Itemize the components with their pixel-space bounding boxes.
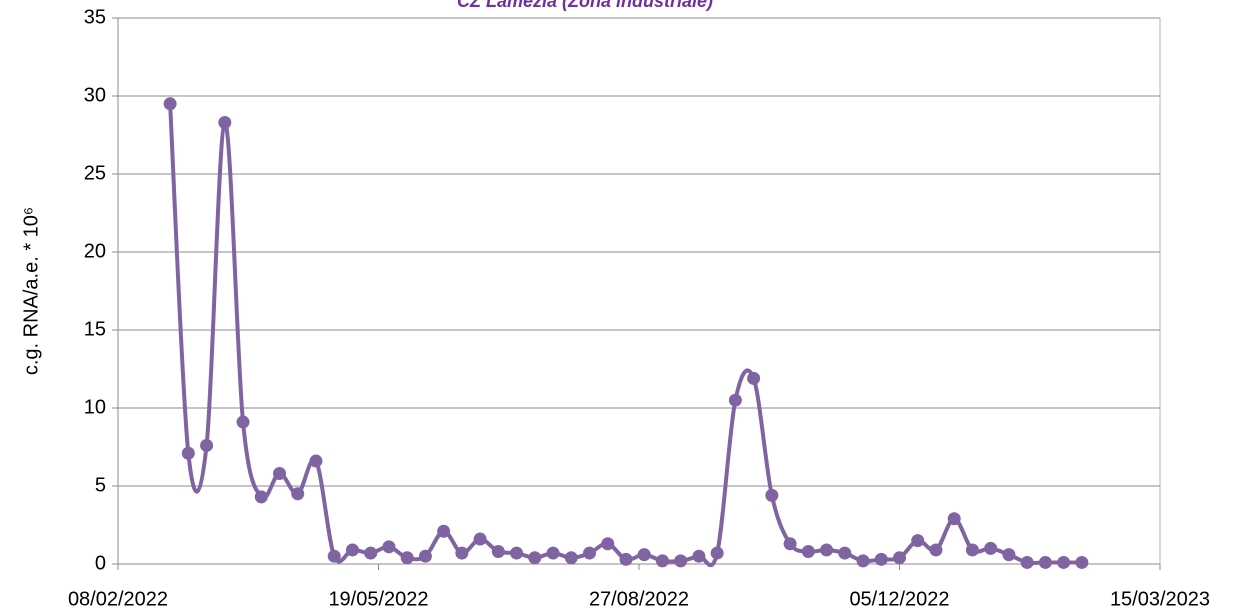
y-axis-label: c.g. RNA/a.e. * 10⁶ (20, 207, 42, 375)
data-point (601, 537, 615, 551)
y-tick-label: 20 (84, 240, 106, 262)
data-point (491, 545, 505, 559)
data-point (911, 534, 925, 548)
data-point (747, 371, 761, 385)
data-point (637, 548, 651, 562)
data-point (710, 546, 724, 560)
data-point (273, 467, 287, 481)
data-point (418, 549, 432, 563)
data-point (309, 454, 323, 468)
data-point (583, 546, 597, 560)
data-point (327, 549, 341, 563)
data-point (1020, 555, 1034, 569)
data-point (820, 543, 834, 557)
series-line (168, 103, 1082, 568)
data-point (200, 438, 214, 452)
data-point (291, 487, 305, 501)
x-tick-label: 19/05/2022 (328, 588, 428, 610)
data-point (619, 552, 633, 566)
data-point (473, 532, 487, 546)
x-tick-label: 05/12/2022 (849, 588, 949, 610)
data-point (838, 546, 852, 560)
data-point (564, 551, 578, 565)
y-tick-label: 5 (95, 474, 106, 496)
data-point (1002, 548, 1016, 562)
data-point (1038, 555, 1052, 569)
data-point (874, 552, 888, 566)
data-point (364, 546, 378, 560)
data-point (163, 97, 177, 111)
x-tick-label: 27/08/2022 (589, 588, 689, 610)
data-point (674, 554, 688, 568)
data-point (947, 512, 961, 526)
data-point (345, 543, 359, 557)
x-tick-label: 08/02/2022 (68, 588, 168, 610)
data-point (984, 541, 998, 555)
data-point (965, 543, 979, 557)
data-point (1057, 555, 1071, 569)
data-point (382, 540, 396, 554)
data-point (236, 415, 250, 429)
data-point (801, 545, 815, 559)
y-tick-label: 15 (84, 318, 106, 340)
y-tick-label: 25 (84, 162, 106, 184)
data-point (510, 546, 524, 560)
data-point (528, 551, 542, 565)
x-tick-label: 15/03/2023 (1110, 588, 1210, 610)
data-point (692, 549, 706, 563)
data-point (218, 116, 232, 130)
data-point (254, 490, 268, 504)
y-tick-label: 10 (84, 396, 106, 418)
data-point (400, 551, 414, 565)
data-point (929, 543, 943, 557)
y-tick-label: 35 (84, 6, 106, 28)
data-point (455, 546, 469, 560)
data-point (728, 393, 742, 407)
data-point (437, 524, 451, 538)
data-point (893, 551, 906, 565)
data-point (546, 546, 560, 560)
data-point (1075, 555, 1089, 569)
chart-title: CZ Lamezia (Zona industriale) (457, 0, 713, 11)
y-tick-label: 30 (84, 84, 106, 106)
data-point (765, 488, 779, 502)
data-point (655, 554, 669, 568)
data-point (181, 446, 195, 460)
data-point (856, 554, 870, 568)
y-tick-label: 0 (95, 552, 106, 574)
data-point (783, 537, 797, 551)
